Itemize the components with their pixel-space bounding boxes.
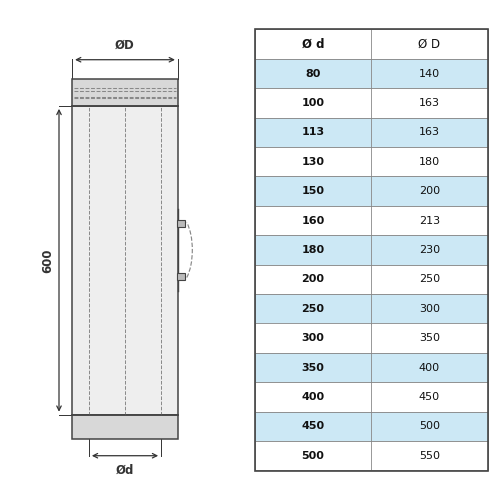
Text: 130: 130 (302, 157, 324, 167)
Bar (255, 30, 488, 59)
Text: 163: 163 (419, 128, 440, 138)
Bar (255, 59, 488, 88)
Text: 500: 500 (302, 451, 324, 461)
Bar (72, 414, 178, 438)
Bar (255, 441, 488, 470)
Text: 300: 300 (302, 333, 324, 343)
Bar (255, 147, 488, 176)
Text: 200: 200 (302, 274, 324, 284)
Text: 300: 300 (419, 304, 440, 314)
Text: 100: 100 (302, 98, 324, 108)
Text: 180: 180 (302, 245, 324, 255)
Text: 400: 400 (302, 392, 324, 402)
Bar (72, 106, 178, 414)
Text: 213: 213 (419, 216, 440, 226)
Bar (255, 382, 488, 412)
Text: 350: 350 (302, 362, 324, 372)
Bar (255, 324, 488, 353)
Bar (255, 118, 488, 147)
Bar (255, 206, 488, 236)
Text: 140: 140 (419, 68, 440, 78)
Text: 80: 80 (306, 68, 320, 78)
Text: 450: 450 (302, 422, 324, 432)
Text: 160: 160 (302, 216, 324, 226)
Bar (255, 176, 488, 206)
Bar (255, 264, 488, 294)
Text: Ød: Ød (116, 464, 134, 476)
Bar (255, 294, 488, 324)
Text: Ø D: Ø D (418, 38, 440, 51)
Text: 180: 180 (419, 157, 440, 167)
Bar (72, 78, 178, 106)
Text: ØD: ØD (115, 39, 135, 52)
Text: 550: 550 (419, 451, 440, 461)
Text: 113: 113 (302, 128, 324, 138)
Text: 250: 250 (302, 304, 324, 314)
Bar (178, 272, 184, 280)
Text: 230: 230 (419, 245, 440, 255)
Bar (255, 353, 488, 382)
Bar (255, 236, 488, 264)
Text: 450: 450 (419, 392, 440, 402)
Text: 150: 150 (302, 186, 324, 196)
Text: 250: 250 (419, 274, 440, 284)
Text: 350: 350 (419, 333, 440, 343)
Text: 200: 200 (419, 186, 440, 196)
Bar (255, 88, 488, 118)
Text: 163: 163 (419, 98, 440, 108)
Bar (178, 220, 184, 228)
Bar (255, 412, 488, 441)
Text: 500: 500 (419, 422, 440, 432)
Text: 600: 600 (42, 248, 54, 272)
Text: 400: 400 (419, 362, 440, 372)
Text: Ø d: Ø d (302, 38, 324, 51)
